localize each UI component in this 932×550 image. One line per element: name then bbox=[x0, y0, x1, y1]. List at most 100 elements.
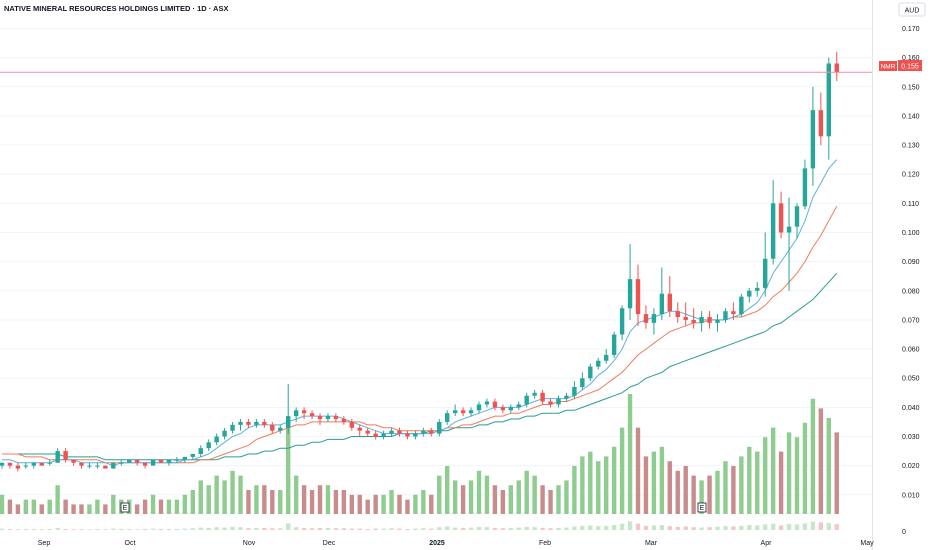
indicator-bar bbox=[357, 528, 362, 530]
indicator-bar bbox=[190, 528, 195, 530]
volume-bar bbox=[588, 451, 593, 514]
time-tick-label: Apr bbox=[761, 540, 773, 547]
candle-body bbox=[715, 319, 720, 323]
candle-body bbox=[786, 226, 792, 233]
candle-body bbox=[55, 451, 60, 463]
volume-bar bbox=[333, 490, 339, 514]
volume-bar bbox=[826, 418, 831, 514]
currency-button[interactable] bbox=[898, 2, 926, 17]
candle-body bbox=[445, 413, 450, 422]
price-tick-label: 0.070 bbox=[902, 317, 920, 324]
candle-body bbox=[524, 395, 529, 405]
volume-bar bbox=[7, 499, 13, 514]
indicator-bar bbox=[341, 528, 347, 530]
volume-bar bbox=[763, 437, 768, 514]
indicator-bar bbox=[802, 523, 808, 530]
volume-bar bbox=[150, 494, 156, 514]
candle-body bbox=[270, 424, 275, 431]
indicator-bar bbox=[596, 526, 601, 530]
volume-bar bbox=[317, 485, 323, 514]
candle-body bbox=[675, 311, 680, 318]
volume-bar bbox=[794, 437, 800, 514]
indicator-bar bbox=[723, 526, 728, 530]
volume-bar bbox=[683, 466, 688, 514]
volume-bar bbox=[413, 494, 418, 514]
volume-bar bbox=[421, 490, 426, 514]
indicator-bar bbox=[484, 527, 490, 530]
price-tick-label: 0.010 bbox=[902, 492, 920, 499]
volume-bar bbox=[262, 485, 267, 514]
candle-body bbox=[103, 465, 108, 469]
candle-body bbox=[166, 459, 172, 463]
volume-bar bbox=[103, 504, 108, 514]
volume-bar bbox=[627, 394, 633, 514]
indicator-bar bbox=[826, 523, 831, 530]
price-tick-label: 0.040 bbox=[902, 405, 920, 412]
volume-bar bbox=[723, 461, 728, 514]
indicator-bar bbox=[182, 528, 188, 530]
last-price-tag bbox=[898, 60, 922, 71]
candle-body bbox=[31, 462, 36, 466]
candle-body bbox=[0, 462, 5, 466]
last-price-value: 0.155 bbox=[901, 64, 919, 71]
indicator-bar bbox=[15, 529, 21, 530]
indicator-bar bbox=[214, 527, 219, 530]
earnings-marker-label: E bbox=[123, 505, 128, 512]
indicator-bar bbox=[739, 525, 744, 530]
indicator-bar bbox=[222, 527, 227, 530]
candle-body bbox=[429, 430, 434, 434]
price-tick-label: 0.060 bbox=[902, 347, 920, 354]
currency-label: AUD bbox=[905, 8, 920, 15]
volume-bar bbox=[166, 499, 172, 514]
indicator-bar bbox=[810, 521, 816, 530]
candle-body bbox=[405, 433, 410, 437]
candle-body bbox=[198, 448, 203, 454]
volume-bar bbox=[174, 499, 180, 514]
volume-bar bbox=[309, 490, 315, 514]
volume-bar bbox=[476, 470, 482, 514]
price-tick-label: 0.080 bbox=[902, 288, 920, 295]
indicator-bar bbox=[500, 528, 506, 530]
candle-body bbox=[190, 453, 195, 457]
volume-bar bbox=[190, 490, 195, 514]
candle-body bbox=[667, 293, 672, 312]
time-tick-label: May bbox=[860, 540, 874, 547]
indicator-bar bbox=[238, 527, 243, 530]
indicator-bar bbox=[174, 528, 180, 530]
indicator-bar bbox=[786, 524, 792, 530]
candle-body bbox=[452, 410, 458, 414]
candle-body bbox=[421, 430, 426, 434]
candle-body bbox=[596, 360, 601, 367]
price-axis[interactable]: 0.170 0.160 0.150 0.140 0.130 0.120 0.110 0.100… bbox=[902, 26, 920, 536]
volume-axis-label: 0 bbox=[902, 529, 906, 536]
candle-body bbox=[691, 319, 696, 323]
volume-bar bbox=[834, 432, 839, 514]
grid-lines bbox=[0, 0, 873, 550]
time-axis[interactable]: Sep Oct Nov Dec 2025 Feb Mar Apr May bbox=[38, 540, 874, 547]
indicator-bar bbox=[230, 526, 235, 530]
candle-body bbox=[238, 421, 243, 425]
candle-body bbox=[349, 421, 354, 428]
indicator-bar bbox=[492, 527, 498, 530]
candle-body bbox=[580, 378, 585, 387]
volume-bar bbox=[230, 470, 235, 514]
candle-body bbox=[770, 203, 776, 259]
indicator-bar bbox=[0, 528, 5, 530]
indicator-bar bbox=[763, 524, 768, 530]
candle-body bbox=[731, 311, 736, 315]
indicator-bar bbox=[309, 528, 315, 530]
indicator-bar bbox=[373, 528, 378, 530]
time-tick-label: Oct bbox=[125, 540, 136, 547]
indicator-bar bbox=[540, 527, 545, 530]
price-tick-label: 0.020 bbox=[902, 463, 920, 470]
candle-body bbox=[492, 401, 498, 408]
indicator-bar bbox=[198, 527, 203, 530]
indicator-bar bbox=[580, 525, 585, 530]
indicator-bar bbox=[572, 526, 577, 530]
volume-bar bbox=[47, 499, 52, 514]
volume-bar bbox=[373, 494, 378, 514]
price-tick-label: 0.050 bbox=[902, 376, 920, 383]
volume-bar bbox=[15, 504, 21, 514]
